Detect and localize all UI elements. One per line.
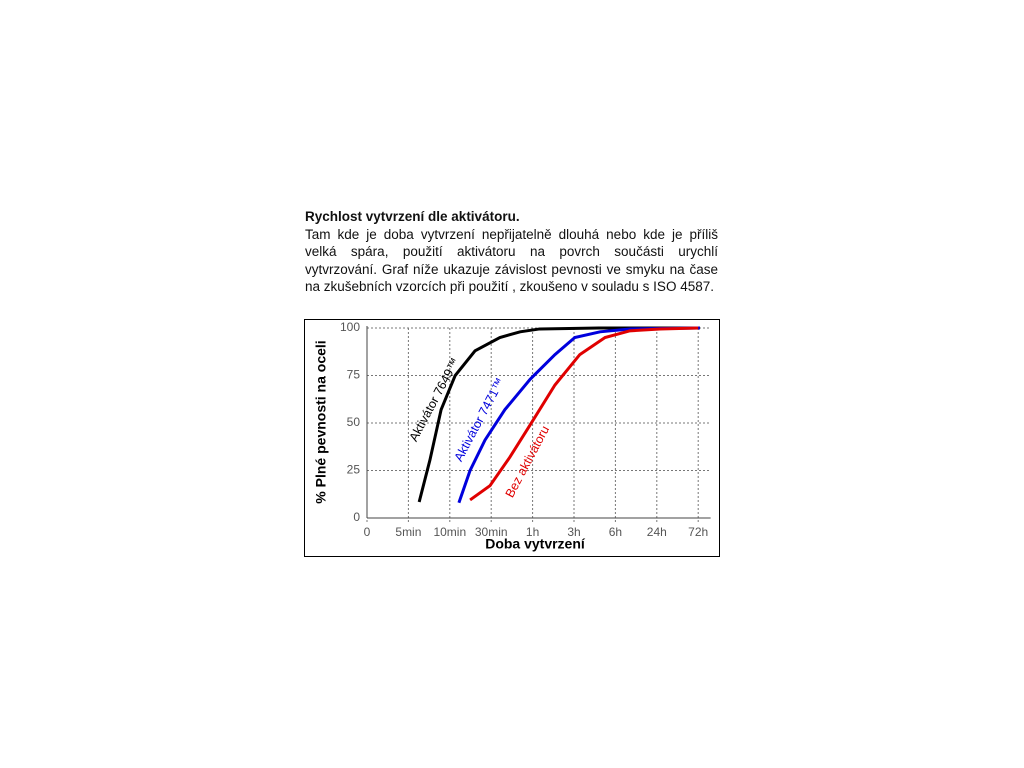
paragraph: Tam kde je doba vytvrzení nepřijatelně d… <box>305 226 718 295</box>
x-tick-label: 72h <box>688 525 708 539</box>
x-tick-label: 6h <box>609 525 622 539</box>
x-tick-label: 24h <box>647 525 667 539</box>
x-tick-label: 5min <box>395 525 421 539</box>
y-tick-label: 75 <box>347 368 361 382</box>
y-tick-label: 100 <box>340 320 360 334</box>
chart-frame <box>304 319 720 557</box>
x-tick-label: 10min <box>433 525 466 539</box>
y-tick-label: 50 <box>347 415 361 429</box>
y-axis-label: % Plné pevnosti na oceli <box>313 340 329 503</box>
document: Rychlost vytvrzení dle aktivátoru. Tam k… <box>305 208 718 296</box>
y-tick-label: 25 <box>347 463 361 477</box>
series-line <box>417 326 700 503</box>
x-tick-label: 0 <box>364 525 371 539</box>
x-tick-label: 30min <box>475 525 508 539</box>
heading: Rychlost vytvrzení dle aktivátoru. <box>305 209 520 224</box>
x-axis-label: Doba vytvrzení <box>485 536 586 552</box>
chart: 0 25 50 75 100 0 5min 10min 30min 1h 3h 6h 24h 72h Dob… <box>304 319 720 557</box>
y-tick-label: 0 <box>353 510 360 524</box>
series-line <box>457 326 700 504</box>
x-tick-label: 3h <box>567 525 580 539</box>
series-line <box>469 326 699 502</box>
x-tick-label: 1h <box>526 525 539 539</box>
